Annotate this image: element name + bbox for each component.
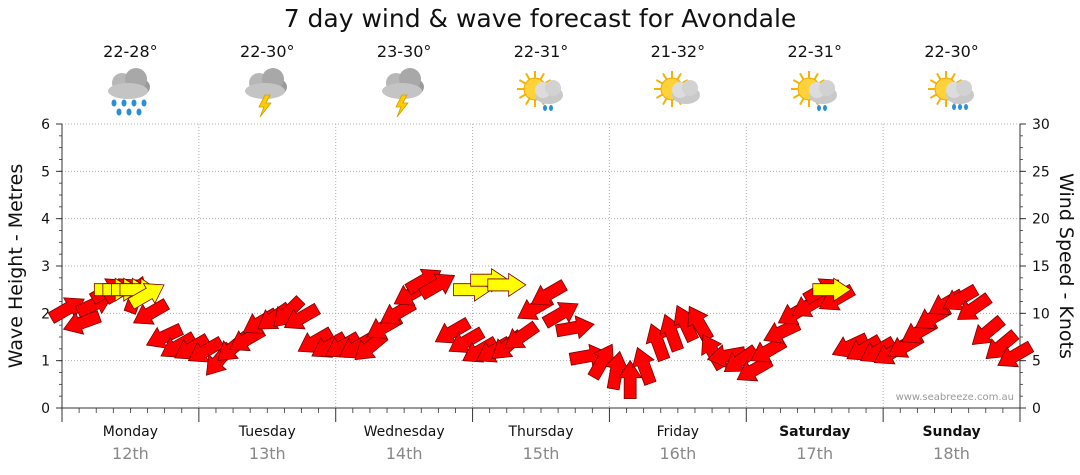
- wind-arrow: [418, 273, 456, 301]
- y-tick-label-left: 6: [41, 117, 50, 133]
- y-tick-label-right: 5: [1032, 354, 1041, 370]
- day-header: 22-30°: [212, 40, 322, 121]
- wind-arrow: [504, 320, 540, 349]
- wind-arrow: [706, 344, 747, 369]
- sun-cloud-icon: [623, 65, 733, 121]
- wind-arrow: [971, 314, 1006, 345]
- y-tick-label-left: 1: [41, 354, 50, 370]
- wind-arrow: [587, 343, 615, 381]
- wind-arrow: [145, 323, 185, 349]
- wind-arrow: [487, 272, 527, 298]
- x-day-date: 15th: [523, 444, 560, 463]
- wind-arrow: [942, 283, 980, 311]
- temperature-range: 21-32°: [650, 42, 706, 61]
- wind-arrow: [604, 350, 629, 391]
- x-day-name: Saturday: [779, 424, 850, 440]
- x-day-name: Friday: [657, 424, 699, 440]
- x-day-labels: Monday 12th Tuesday 13th Wednesday 14th Thursd…: [103, 424, 981, 463]
- wind-arrow: [673, 304, 700, 344]
- chart-title: 7 day wind & wave forecast for Avondale: [283, 4, 797, 33]
- wind-arrow: [812, 277, 852, 302]
- day-header: 22-28°: [75, 40, 185, 121]
- y-tick-label-left: 2: [41, 306, 50, 322]
- temperature-range: 22-31°: [787, 42, 842, 61]
- rain-cloud-icon: [75, 65, 185, 121]
- watermark: www.seabreeze.com.au: [895, 392, 1014, 403]
- day-header: 21-32°: [623, 40, 733, 121]
- y-tick-label-right: 10: [1032, 306, 1050, 322]
- temperature-range: 22-31°: [513, 42, 569, 61]
- temperature-range: 22-30°: [240, 42, 295, 61]
- wind-arrow: [631, 346, 657, 386]
- y-tick-label-right: 25: [1032, 164, 1050, 180]
- wind-arrow: [187, 335, 225, 363]
- storm-cloud-icon: [349, 65, 459, 121]
- x-day-name: Monday: [103, 424, 158, 440]
- wind-arrows: [47, 268, 1035, 400]
- y-tick-label-left: 0: [41, 401, 50, 417]
- y-tick-label-left: 5: [41, 164, 50, 180]
- wind-arrow: [132, 298, 171, 325]
- x-day-date: 16th: [659, 444, 696, 463]
- wind-arrow: [555, 315, 595, 340]
- x-day-name: Tuesday: [238, 424, 296, 440]
- axes: 0 1 2 3 4 5 6 0 5 10 15 20 25 30 Wave Height - Metres W…: [5, 117, 1077, 422]
- day-header: 22-30°: [897, 40, 1007, 121]
- y-tick-label-left: 4: [41, 212, 50, 228]
- x-day-date: 17th: [796, 444, 833, 463]
- wind-arrow: [448, 326, 486, 354]
- day-header: 22-31°: [760, 40, 870, 121]
- y-axis-title-right: Wind Speed - Knots: [1055, 173, 1077, 359]
- grid-lines: [62, 123, 1020, 408]
- sun-cloud-showers-icon: [486, 65, 596, 121]
- wind-arrow: [956, 292, 993, 320]
- wind-arrow: [530, 279, 568, 306]
- wind-arrow: [997, 340, 1035, 368]
- wind-arrow: [283, 302, 321, 330]
- y-axis-title-left: Wave Height - Metres: [5, 164, 27, 368]
- x-day-name: Thursday: [507, 424, 573, 440]
- day-header: 22-31°: [486, 40, 596, 121]
- x-day-name: Sunday: [922, 424, 980, 440]
- temperature-range: 23-30°: [376, 42, 432, 61]
- x-day-date: 18th: [933, 444, 970, 463]
- wind-arrow: [618, 359, 643, 400]
- wind-arrow: [541, 302, 579, 329]
- x-day-date: 13th: [249, 444, 286, 463]
- sun-cloud-rain-icon: [897, 65, 1007, 121]
- x-day-date: 14th: [386, 444, 423, 463]
- x-day-date: 12th: [112, 444, 149, 463]
- temperature-range: 22-28°: [103, 42, 158, 61]
- y-tick-label-right: 0: [1032, 401, 1041, 417]
- y-tick-label-right: 30: [1032, 117, 1050, 133]
- wind-arrow: [434, 317, 472, 344]
- day-header: 23-30°: [349, 40, 459, 121]
- storm-cloud-icon: [212, 65, 322, 121]
- y-tick-label-right: 20: [1032, 212, 1050, 228]
- y-tick-label-right: 15: [1032, 259, 1050, 275]
- y-tick-label-left: 3: [41, 259, 50, 275]
- x-day-name: Wednesday: [364, 424, 445, 440]
- wind-arrow: [127, 283, 165, 310]
- wind-arrow: [723, 344, 760, 372]
- wind-arrow: [687, 305, 715, 343]
- wind-arrow: [62, 310, 102, 335]
- temperature-range: 22-30°: [924, 42, 979, 61]
- sun-cloud-showers-icon: [760, 65, 870, 121]
